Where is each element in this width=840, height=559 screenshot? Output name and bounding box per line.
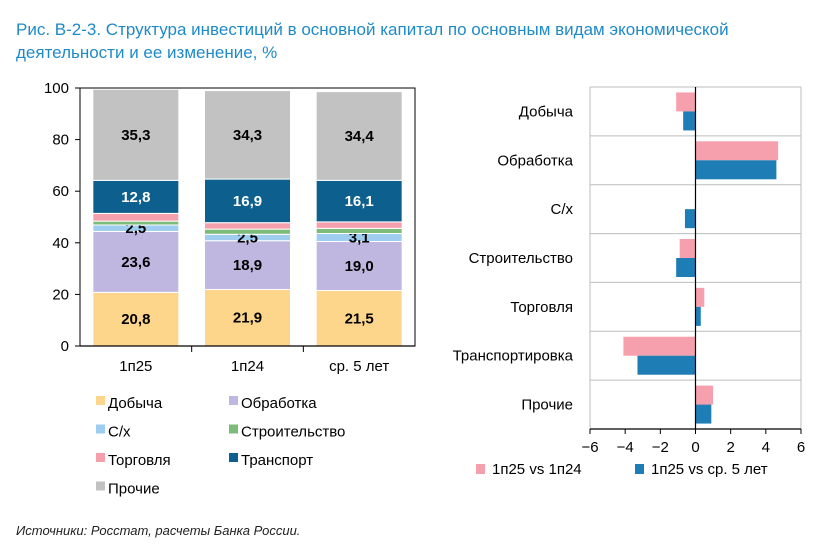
category-label: Транспортировка [453,348,574,365]
change-bar [683,111,696,131]
stacked-chart-legend: Добыча Обработка С/х Строительство Торговля Т… [96,395,345,498]
change-bar [695,306,701,326]
category-label: Торговля [510,299,573,316]
legend-swatch [96,396,105,405]
y-tick-label: 80 [52,132,69,149]
data-label: 34,4 [345,128,375,145]
stack-segment [315,227,403,235]
change-bar [684,209,696,229]
data-label: 21,9 [233,310,262,327]
change-bar [679,239,696,258]
stack-segment [315,91,403,181]
x-tick-label: 2 [726,439,734,456]
change-bar-chart: Добыча Обработка С/х Строительство Торговля Т… [453,86,805,456]
stack-segment [315,221,403,229]
stack-segment [204,240,291,290]
data-label: 16,1 [345,193,374,210]
stack-segment [315,290,403,347]
stack-segment [92,220,180,226]
data-label: 16,9 [233,193,262,210]
x-tick-label: 4 [762,439,770,456]
change-bar [637,355,696,375]
source-note: Источники: Росстат, расчеты Банка России… [16,523,301,538]
stack-segment [315,241,403,292]
legend-label: С/х [108,424,131,441]
change-bar [695,385,714,405]
y-tick-label: 20 [52,286,69,303]
category-label: Добыча [519,103,574,120]
change-bar [676,258,696,277]
x-tick-label: −4 [617,439,634,456]
x-tick-label: −2 [652,439,669,456]
data-label: 20,8 [121,311,150,328]
x-tick-label: ср. 5 лет [329,358,389,375]
stack-segment [204,90,291,180]
data-label: 12,8 [121,189,150,206]
y-tick-label: 0 [61,338,69,355]
change-bar [695,404,712,424]
legend-swatch [229,424,238,434]
legend-swatch [635,464,644,474]
legend-label: Обработка [241,395,317,412]
legend-label: Транспорт [241,452,313,469]
category-label: С/х [551,201,574,218]
stack-segment [204,288,291,347]
legend-label: Торговля [108,452,171,469]
stack-segment [92,291,180,347]
data-label: 21,5 [345,310,374,327]
change-bar [695,160,777,180]
change-bar [676,92,696,112]
legend-label: Прочие [108,481,160,498]
change-bar [695,141,779,161]
change-chart-legend: 1п25 vs 1п24 1п25 vs ср. 5 лет [476,461,768,478]
change-bar [695,287,705,307]
stack-segment [204,178,291,224]
category-label: Прочие [521,397,573,414]
legend-swatch [476,464,485,474]
y-tick-label: 40 [52,235,69,252]
x-tick-label: 6 [797,439,805,456]
legend-swatch [96,481,105,491]
stack-segment [92,179,180,214]
stack-segment [92,212,180,222]
legend-swatch [96,453,105,462]
chart-title: Рис. В-2-3. Структура инвестиций в основ… [16,20,729,62]
x-tick-label: 1п24 [231,358,264,375]
x-tick-label: 0 [691,439,699,456]
data-label: 19,0 [345,258,374,275]
x-tick-label: −6 [581,439,598,456]
y-tick-label: 60 [52,183,69,200]
change-bar [623,336,696,356]
data-label: 35,3 [121,127,150,144]
data-label: 23,6 [121,254,150,271]
stack-segment [204,222,291,230]
legend-label: Добыча [108,395,163,412]
y-tick-label: 100 [44,80,69,97]
legend-swatch [229,453,238,462]
category-label: Обработка [497,152,573,169]
legend-label: Строительство [241,424,345,441]
data-label: 18,9 [233,257,262,274]
stack-segment [315,179,403,223]
legend-label: 1п25 vs 1п24 [492,461,582,478]
stack-segment [92,230,180,293]
stack-segment [92,88,180,181]
legend-swatch [229,396,238,405]
stack-segment [204,228,291,235]
legend-label: 1п25 vs ср. 5 лет [651,461,768,478]
x-tick-label: 1п25 [119,358,152,375]
data-label: 34,3 [233,127,262,144]
category-label: Строительство [469,250,573,267]
legend-swatch [96,424,105,434]
